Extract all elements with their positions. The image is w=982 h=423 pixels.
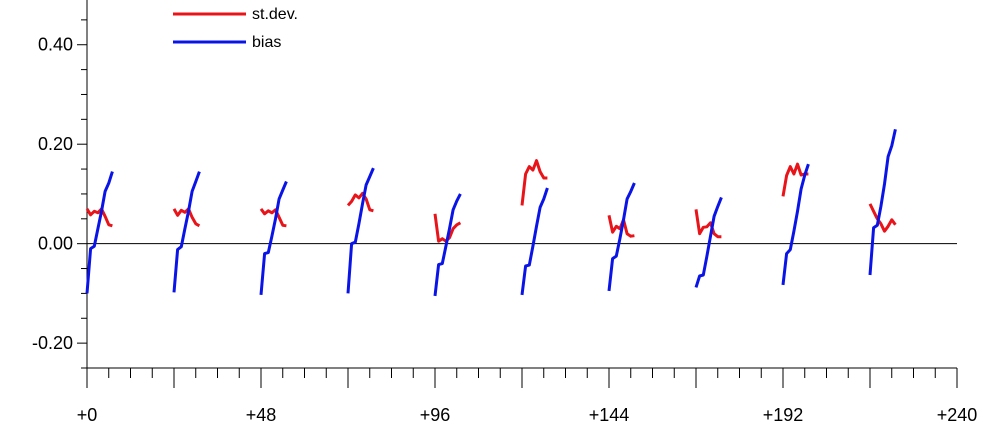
series-layer [85, 128, 897, 297]
axes: 0.40 0.20 0.00 -0.20 +0 +48 +96 +144 +192 +240 [32, 0, 977, 423]
series-st-dev-line-9 [868, 203, 897, 233]
legend-label-bias: bias [252, 34, 281, 51]
series-st-dev-line-1 [172, 207, 201, 228]
series-bias-line-5 [520, 187, 549, 296]
legend: st.dev. bias [173, 6, 298, 51]
series-st-dev-line-0 [85, 207, 113, 228]
series-bias-line-7 [694, 196, 723, 288]
series-st-dev-line-7 [694, 209, 722, 239]
x-tick-label: +48 [246, 405, 277, 423]
legend-label-st-dev: st.dev. [252, 6, 298, 23]
y-tick-label: -0.20 [32, 333, 73, 353]
series-st-dev-line-3 [346, 191, 374, 213]
series-bias-line-1 [172, 171, 201, 293]
series-bias-line-0 [85, 171, 114, 294]
series-bias-line-9 [868, 128, 897, 276]
series-bias-line-2 [259, 180, 288, 296]
x-tick-label: +192 [763, 405, 804, 423]
series-bias-line-8 [781, 163, 810, 286]
y-tick-label: 0.20 [38, 134, 73, 154]
y-tick-label: 0.40 [38, 35, 73, 55]
series-bias-line-6 [607, 182, 636, 292]
x-tick-label: +0 [77, 405, 98, 423]
series-st-dev-line-5 [520, 159, 548, 206]
series-st-dev-line-2 [259, 208, 287, 228]
x-tick-label: +96 [420, 405, 451, 423]
x-tick-label: +240 [937, 405, 978, 423]
series-bias-line-3 [346, 167, 375, 294]
y-tick-label: 0.00 [38, 234, 73, 254]
x-tick-label: +144 [589, 405, 630, 423]
series-bias-line-4 [433, 193, 462, 297]
